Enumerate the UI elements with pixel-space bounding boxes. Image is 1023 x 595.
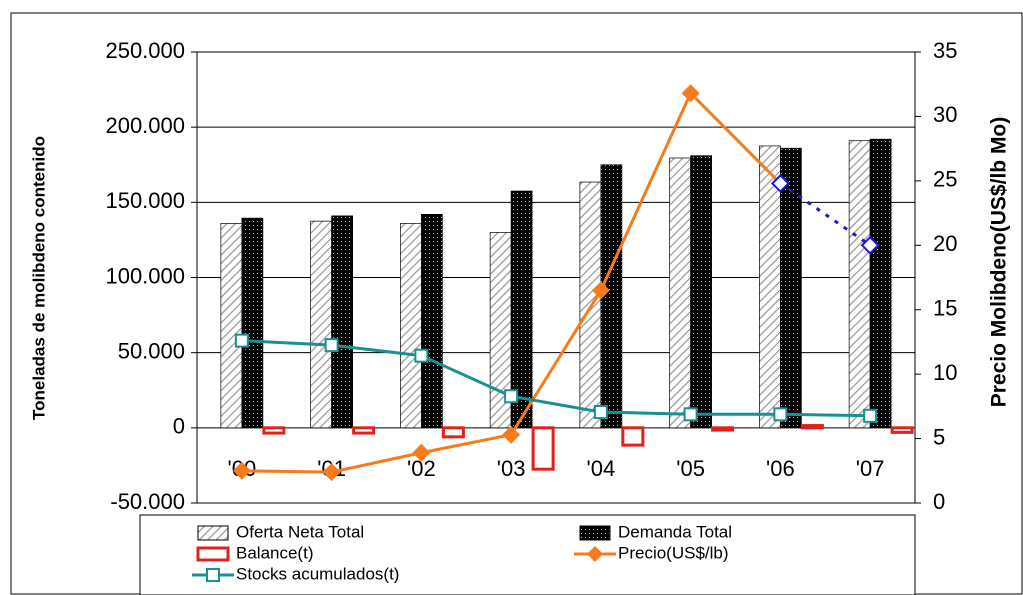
y2-axis-label: Precio Molibdeno(US$/lb Mo) xyxy=(988,117,1011,408)
legend-swatch xyxy=(579,525,611,541)
point xyxy=(681,84,700,103)
balance-bar xyxy=(531,426,555,471)
bar xyxy=(510,190,533,429)
bar xyxy=(690,155,712,429)
projection-point xyxy=(770,174,790,193)
bar xyxy=(848,140,871,429)
y-tick-label: 0 xyxy=(173,414,185,439)
y2-tick-label: 5 xyxy=(933,424,945,449)
x-tick-label: '05 xyxy=(676,456,705,481)
y-axis-label: Toneladas de molibdeno contenido xyxy=(29,136,48,420)
legend-swatch xyxy=(587,546,603,562)
y-tick-label: 100.000 xyxy=(105,263,185,288)
y-tick-label: 150.000 xyxy=(105,188,185,213)
y2-tick-label: 10 xyxy=(933,360,957,385)
legend-label: Precio(US$/lb) xyxy=(618,543,729,562)
legend-label: Balance(t) xyxy=(236,543,313,562)
y-tick-label: -50.000 xyxy=(110,489,185,514)
bar xyxy=(780,147,802,429)
y2-tick-label: 20 xyxy=(933,231,957,256)
balance-bar xyxy=(352,426,376,435)
y2-tick-label: 30 xyxy=(933,102,957,127)
balance-bar xyxy=(890,426,914,434)
point xyxy=(234,333,249,348)
point xyxy=(412,443,431,462)
point xyxy=(502,425,521,444)
projection-point xyxy=(860,235,880,255)
point xyxy=(683,407,698,422)
bar xyxy=(421,214,443,429)
balance-bar xyxy=(262,426,286,435)
point xyxy=(504,389,519,404)
legend-swatch xyxy=(196,546,230,562)
bar xyxy=(600,164,623,429)
x-tick-label: '03 xyxy=(497,456,526,481)
x-tick-label: '07 xyxy=(856,456,885,481)
y2-tick-label: 35 xyxy=(933,38,957,63)
bar xyxy=(400,223,422,429)
legend-label: Stocks acumulados(t) xyxy=(236,564,399,583)
legend-label: Demanda Total xyxy=(618,522,732,541)
x-tick-label: '06 xyxy=(766,456,795,481)
line-series xyxy=(241,339,871,418)
balance-bar xyxy=(800,424,824,430)
legend-swatch xyxy=(206,568,220,582)
y-tick-label: 200.000 xyxy=(105,113,185,138)
x-tick-label: '04 xyxy=(587,456,616,481)
legend-box xyxy=(139,514,916,595)
point xyxy=(773,407,788,422)
point xyxy=(232,461,251,480)
y-tick-label: 50.000 xyxy=(118,338,185,363)
y2-tick-label: 25 xyxy=(933,167,957,192)
bar xyxy=(310,220,332,429)
y2-tick-label: 15 xyxy=(933,296,957,321)
point xyxy=(593,405,608,420)
legend-swatch xyxy=(197,525,229,541)
bar xyxy=(220,223,243,429)
balance-bar xyxy=(711,426,735,432)
point xyxy=(414,348,429,363)
balance-bar xyxy=(441,426,465,439)
projection-line xyxy=(779,182,871,247)
point xyxy=(863,408,878,423)
balance-bar xyxy=(621,426,645,447)
legend-label: Oferta Neta Total xyxy=(236,522,364,541)
y2-tick-label: 0 xyxy=(933,489,945,514)
point xyxy=(322,463,341,482)
bar xyxy=(331,215,353,429)
bar xyxy=(241,217,264,429)
bar xyxy=(869,138,892,429)
point xyxy=(591,281,610,300)
y-tick-label: 250.000 xyxy=(105,38,185,63)
point xyxy=(324,338,339,353)
bar xyxy=(669,157,691,429)
